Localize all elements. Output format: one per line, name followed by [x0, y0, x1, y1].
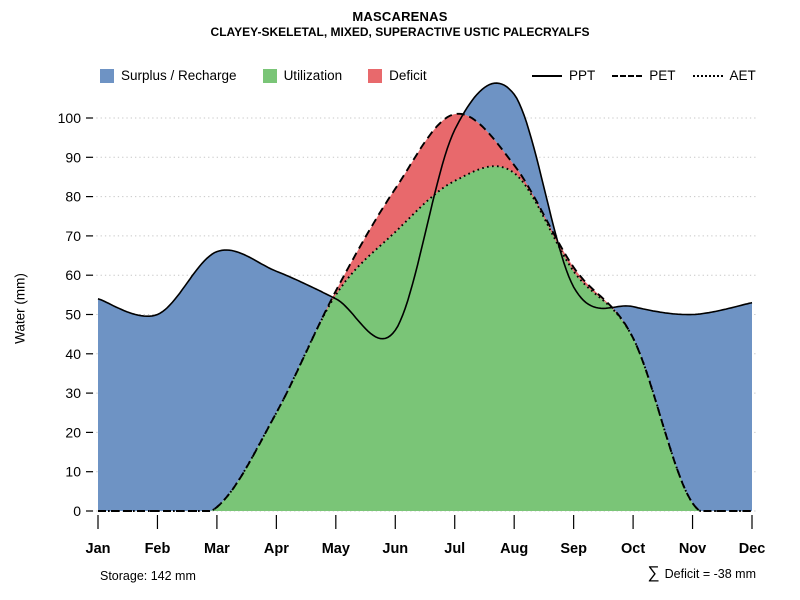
- legend-item-aet: AET: [692, 68, 756, 83]
- svg-text:Nov: Nov: [679, 541, 706, 557]
- legend-item-deficit: Deficit: [368, 68, 427, 83]
- legend-label-utilization: Utilization: [283, 68, 343, 83]
- svg-text:Dec: Dec: [739, 541, 766, 557]
- legend-label-aet: AET: [729, 68, 756, 83]
- utilization-swatch-icon: [262, 68, 277, 83]
- svg-text:Feb: Feb: [145, 541, 171, 557]
- svg-text:20: 20: [65, 424, 81, 440]
- storage-annotation: Storage: 142 mm: [100, 569, 196, 583]
- dotted-line-icon: [692, 74, 723, 77]
- svg-text:Mar: Mar: [204, 541, 230, 557]
- svg-text:100: 100: [58, 110, 82, 126]
- legend-fill-group: Surplus / Recharge Utilization Deficit: [100, 68, 427, 83]
- legend-label-pet: PET: [649, 68, 676, 83]
- svg-text:Apr: Apr: [264, 541, 289, 557]
- svg-text:Jul: Jul: [444, 541, 465, 557]
- svg-text:50: 50: [65, 307, 81, 323]
- svg-text:Aug: Aug: [500, 541, 528, 557]
- dashed-line-icon: [612, 74, 643, 77]
- surplus-swatch-icon: [100, 68, 114, 83]
- svg-text:80: 80: [65, 189, 81, 205]
- svg-text:70: 70: [65, 228, 81, 244]
- legend-label-ppt: PPT: [569, 68, 596, 83]
- legend-line-group: PPT PET AET: [532, 68, 756, 83]
- chart-subtitle: CLAYEY-SKELETAL, MIXED, SUPERACTIVE USTI…: [210, 25, 590, 39]
- legend-item-ppt: PPT: [532, 68, 595, 83]
- svg-text:60: 60: [65, 267, 81, 283]
- legend-label-deficit: Deficit: [389, 68, 427, 83]
- svg-text:90: 90: [65, 149, 81, 165]
- chart-title: MASCARENAS: [352, 9, 448, 24]
- svg-text:0: 0: [73, 503, 81, 519]
- legend-label-surplus: Surplus / Recharge: [121, 68, 237, 83]
- svg-text:May: May: [322, 541, 350, 557]
- svg-text:Jan: Jan: [86, 541, 111, 557]
- svg-text:Oct: Oct: [621, 541, 645, 557]
- sum-icon: ∑: [647, 563, 660, 582]
- solid-line-icon: [532, 74, 562, 77]
- deficit-annotation: ∑ Deficit = -38 mm: [647, 563, 756, 582]
- legend-item-pet: PET: [612, 68, 676, 83]
- deficit-text: Deficit = -38 mm: [664, 566, 756, 581]
- legend-item-surplus: Surplus / Recharge: [100, 68, 237, 83]
- svg-text:Jun: Jun: [382, 541, 408, 557]
- deficit-swatch-icon: [368, 68, 383, 83]
- svg-text:40: 40: [65, 346, 81, 362]
- svg-text:Sep: Sep: [560, 541, 587, 557]
- svg-text:30: 30: [65, 385, 81, 401]
- svg-text:10: 10: [65, 464, 81, 480]
- legend-item-utilization: Utilization: [262, 68, 343, 83]
- y-axis-label: Water (mm): [12, 273, 28, 344]
